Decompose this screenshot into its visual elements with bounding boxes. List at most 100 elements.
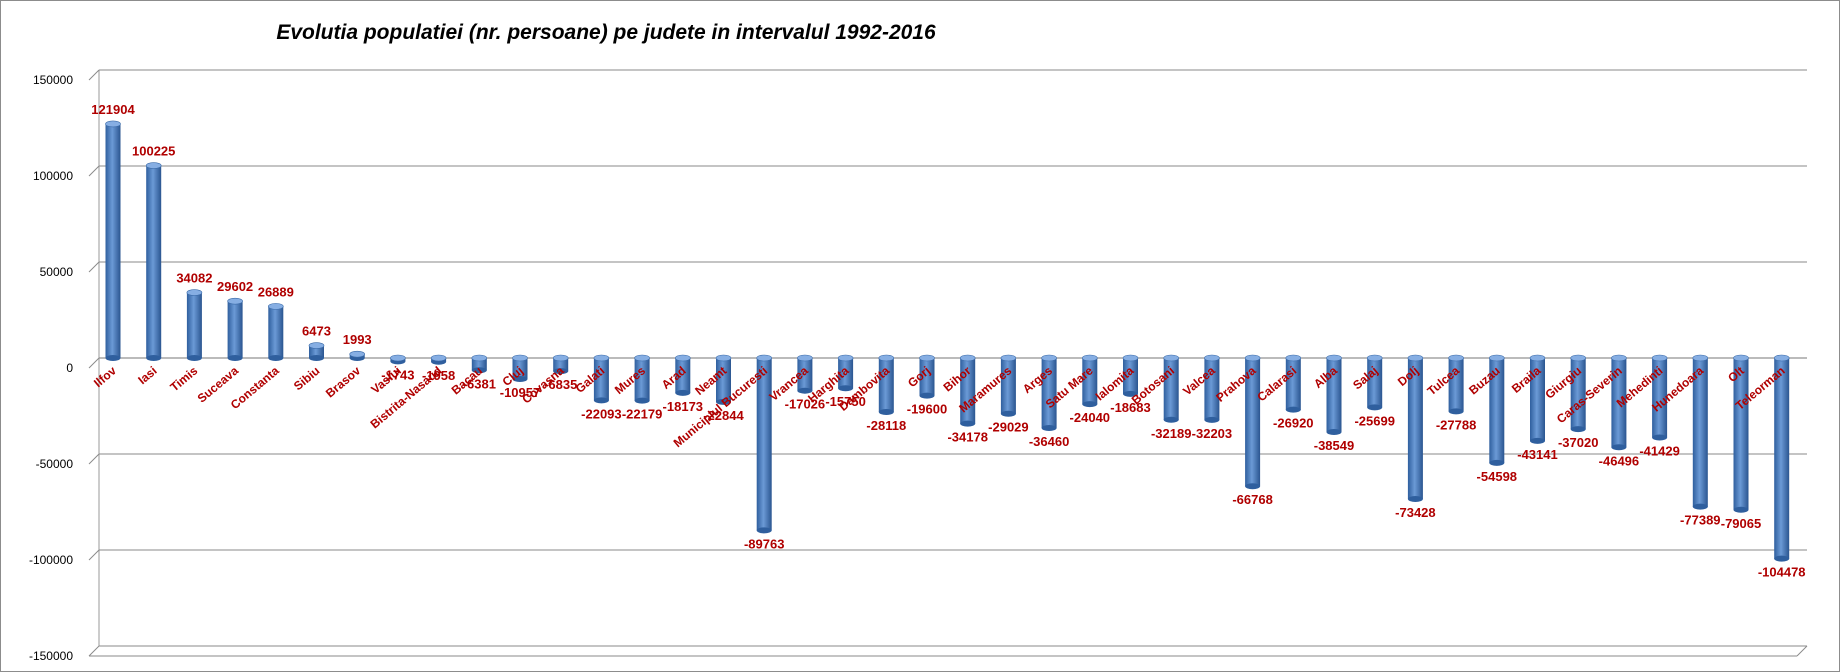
data-label: -43141: [1517, 447, 1557, 462]
bar-top-cap: [1448, 354, 1464, 362]
data-label: -77389: [1680, 513, 1720, 528]
bar-body: [634, 358, 650, 401]
gridline-depth: [88, 357, 100, 369]
bar-bottom-cap: [1285, 406, 1301, 413]
data-label: -38549: [1314, 438, 1354, 453]
bar-top-cap: [1326, 354, 1342, 362]
bar: [634, 354, 650, 404]
bar-body: [1367, 358, 1383, 408]
y-tick-label: 150000: [33, 73, 73, 87]
bar-bottom-cap: [1245, 483, 1261, 490]
bar-body: [1652, 358, 1668, 438]
bar-bottom-cap: [471, 367, 487, 374]
bar-top-cap: [797, 354, 813, 362]
gridline-depth: [88, 165, 100, 177]
bar-bottom-cap: [634, 397, 650, 404]
bar: [919, 354, 935, 399]
bar: [1326, 354, 1342, 436]
bar-bottom-cap: [1448, 408, 1464, 415]
y-tick-label: 50000: [40, 265, 74, 279]
gridline-depth: [88, 261, 100, 273]
bar-body: [1530, 358, 1545, 441]
data-label: -46496: [1599, 453, 1639, 468]
bar-bottom-cap: [553, 368, 569, 375]
bar-top-cap: [267, 303, 284, 310]
bar: [1773, 354, 1790, 562]
data-label: 26889: [258, 284, 294, 299]
data-label: -19600: [907, 402, 947, 417]
bar-top-cap: [1692, 354, 1709, 362]
bar-body: [593, 358, 609, 401]
bar-top-cap: [1651, 354, 1668, 362]
bar-bottom-cap: [878, 408, 894, 415]
bar-bottom-cap: [593, 397, 609, 404]
bar-top-cap: [878, 354, 895, 362]
bar-body: [797, 358, 813, 391]
y-tick-label: 100000: [33, 169, 73, 183]
bar-bottom-cap: [1733, 506, 1749, 513]
bar-body: [1407, 358, 1423, 499]
bar-bottom-cap: [1530, 437, 1545, 444]
bar-bottom-cap: [797, 387, 813, 394]
bar-top-cap: [1733, 354, 1749, 362]
bar-bottom-cap: [1570, 426, 1586, 433]
bar-top-cap: [715, 354, 732, 362]
bar: [105, 120, 121, 361]
data-label: -37020: [1558, 435, 1598, 450]
category-label: Brasov: [323, 363, 363, 400]
bar-top-cap: [1163, 354, 1179, 362]
bar-body: [1041, 358, 1057, 429]
data-label: 6473: [302, 324, 331, 339]
bar: [390, 354, 406, 365]
bar-bottom-cap: [1204, 416, 1220, 423]
data-label: -27788: [1436, 417, 1476, 432]
bar-top-cap: [145, 162, 162, 169]
bar-top-cap: [227, 297, 243, 305]
bar: [1448, 354, 1464, 415]
bar: [227, 297, 243, 361]
bar-bottom-cap: [716, 398, 731, 405]
bar-top-cap: [593, 354, 610, 362]
bar-body: [1611, 358, 1627, 448]
y-tick-label: -150000: [29, 649, 73, 663]
bar-bottom-cap: [1692, 503, 1708, 510]
data-label: -26920: [1273, 416, 1313, 431]
bar: [471, 354, 488, 374]
bar-body: [1082, 358, 1098, 405]
bar: [1163, 354, 1179, 423]
bar-top-cap: [552, 354, 569, 362]
bar-top-cap: [756, 354, 773, 362]
bar: [1489, 354, 1505, 466]
data-label: -28118: [866, 418, 906, 433]
bar: [1529, 354, 1546, 444]
category-label: Sibiu: [291, 364, 322, 394]
data-label: -79065: [1721, 516, 1761, 531]
data-label: 29602: [217, 279, 253, 294]
bar-body: [1774, 358, 1790, 559]
gridline-depth: [88, 453, 100, 465]
bar: [552, 354, 569, 375]
bar-body: [146, 165, 162, 358]
bar-top-cap: [674, 354, 691, 362]
bar: [837, 354, 854, 392]
bar-top-cap: [1082, 354, 1098, 362]
bar-body: [838, 358, 854, 389]
bar-bottom-cap: [1489, 459, 1505, 466]
bar: [1366, 354, 1383, 411]
bar: [1611, 354, 1627, 451]
bar-body: [716, 358, 731, 402]
bar-body: [471, 358, 487, 371]
gridline-depth: [88, 645, 100, 657]
bar-body: [512, 358, 528, 380]
bar-top-cap: [512, 354, 528, 362]
bar-body: [756, 358, 772, 531]
gridline-depth: [88, 549, 100, 561]
bar-bottom-cap: [1082, 401, 1098, 408]
bar-top-cap: [959, 354, 976, 362]
bar-top-cap: [1000, 354, 1017, 362]
bar: [1692, 354, 1709, 510]
bar: [1651, 354, 1668, 441]
bar: [1733, 354, 1749, 513]
bar-bottom-cap: [268, 355, 284, 361]
bar-top-cap: [1204, 354, 1220, 362]
